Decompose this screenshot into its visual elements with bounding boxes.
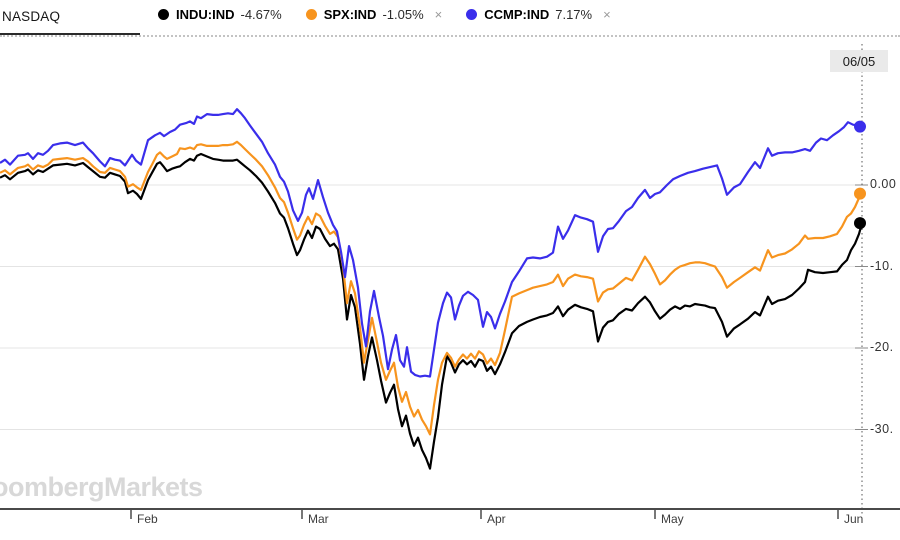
y-axis-label: -10. bbox=[870, 258, 894, 273]
legend-item-indu[interactable]: INDU:IND -4.67% bbox=[158, 7, 282, 22]
legend-item-spx[interactable]: SPX:IND -1.05% × bbox=[305, 7, 443, 22]
series-dot-indu bbox=[158, 9, 169, 20]
x-axis-label: Mar bbox=[308, 512, 329, 526]
bloomberg-watermark: BloombergMarkets bbox=[0, 472, 203, 502]
header-separator bbox=[0, 35, 900, 37]
series-line-CCMP:IND bbox=[0, 108, 863, 378]
legend-item-ccmp[interactable]: CCMP:IND 7.17% × bbox=[466, 7, 611, 22]
y-axis-label: -20. bbox=[870, 340, 894, 354]
legend-series-value: -1.05% bbox=[382, 7, 424, 22]
y-axis-label: 0.00 bbox=[870, 177, 897, 191]
legend-series-value: 7.17% bbox=[555, 7, 593, 22]
series-line-SPX:IND bbox=[0, 140, 863, 436]
x-axis-label: Jun bbox=[844, 512, 864, 526]
x-axis-label: Feb bbox=[137, 512, 158, 526]
remove-series-icon[interactable]: × bbox=[603, 7, 611, 22]
legend-series-value: -4.67% bbox=[240, 7, 282, 22]
series-endpoint-dot-INDU:IND bbox=[854, 217, 866, 230]
series-dot-ccmp bbox=[466, 9, 478, 20]
tab-nasdaq[interactable]: NASDAQ bbox=[2, 9, 61, 24]
series-line-INDU:IND bbox=[0, 152, 864, 470]
date-badge: 06/05 bbox=[830, 50, 888, 72]
remove-series-icon[interactable]: × bbox=[434, 7, 443, 22]
y-axis-label: -30. bbox=[870, 421, 894, 436]
x-axis-label: Apr bbox=[487, 512, 506, 526]
chart-legend: INDU:IND -4.67% SPX:IND -1.05% × CCMP:IN… bbox=[158, 7, 611, 22]
series-endpoint-dot-CCMP:IND bbox=[854, 120, 866, 133]
legend-series-name: CCMP:IND bbox=[484, 7, 550, 22]
x-axis-label: May bbox=[661, 512, 684, 526]
series-endpoint-dot-SPX:IND bbox=[854, 187, 866, 200]
legend-series-name: SPX:IND bbox=[323, 7, 377, 22]
series-dot-spx bbox=[305, 9, 317, 20]
legend-series-name: INDU:IND bbox=[176, 7, 235, 22]
active-tab-underline bbox=[0, 33, 140, 35]
